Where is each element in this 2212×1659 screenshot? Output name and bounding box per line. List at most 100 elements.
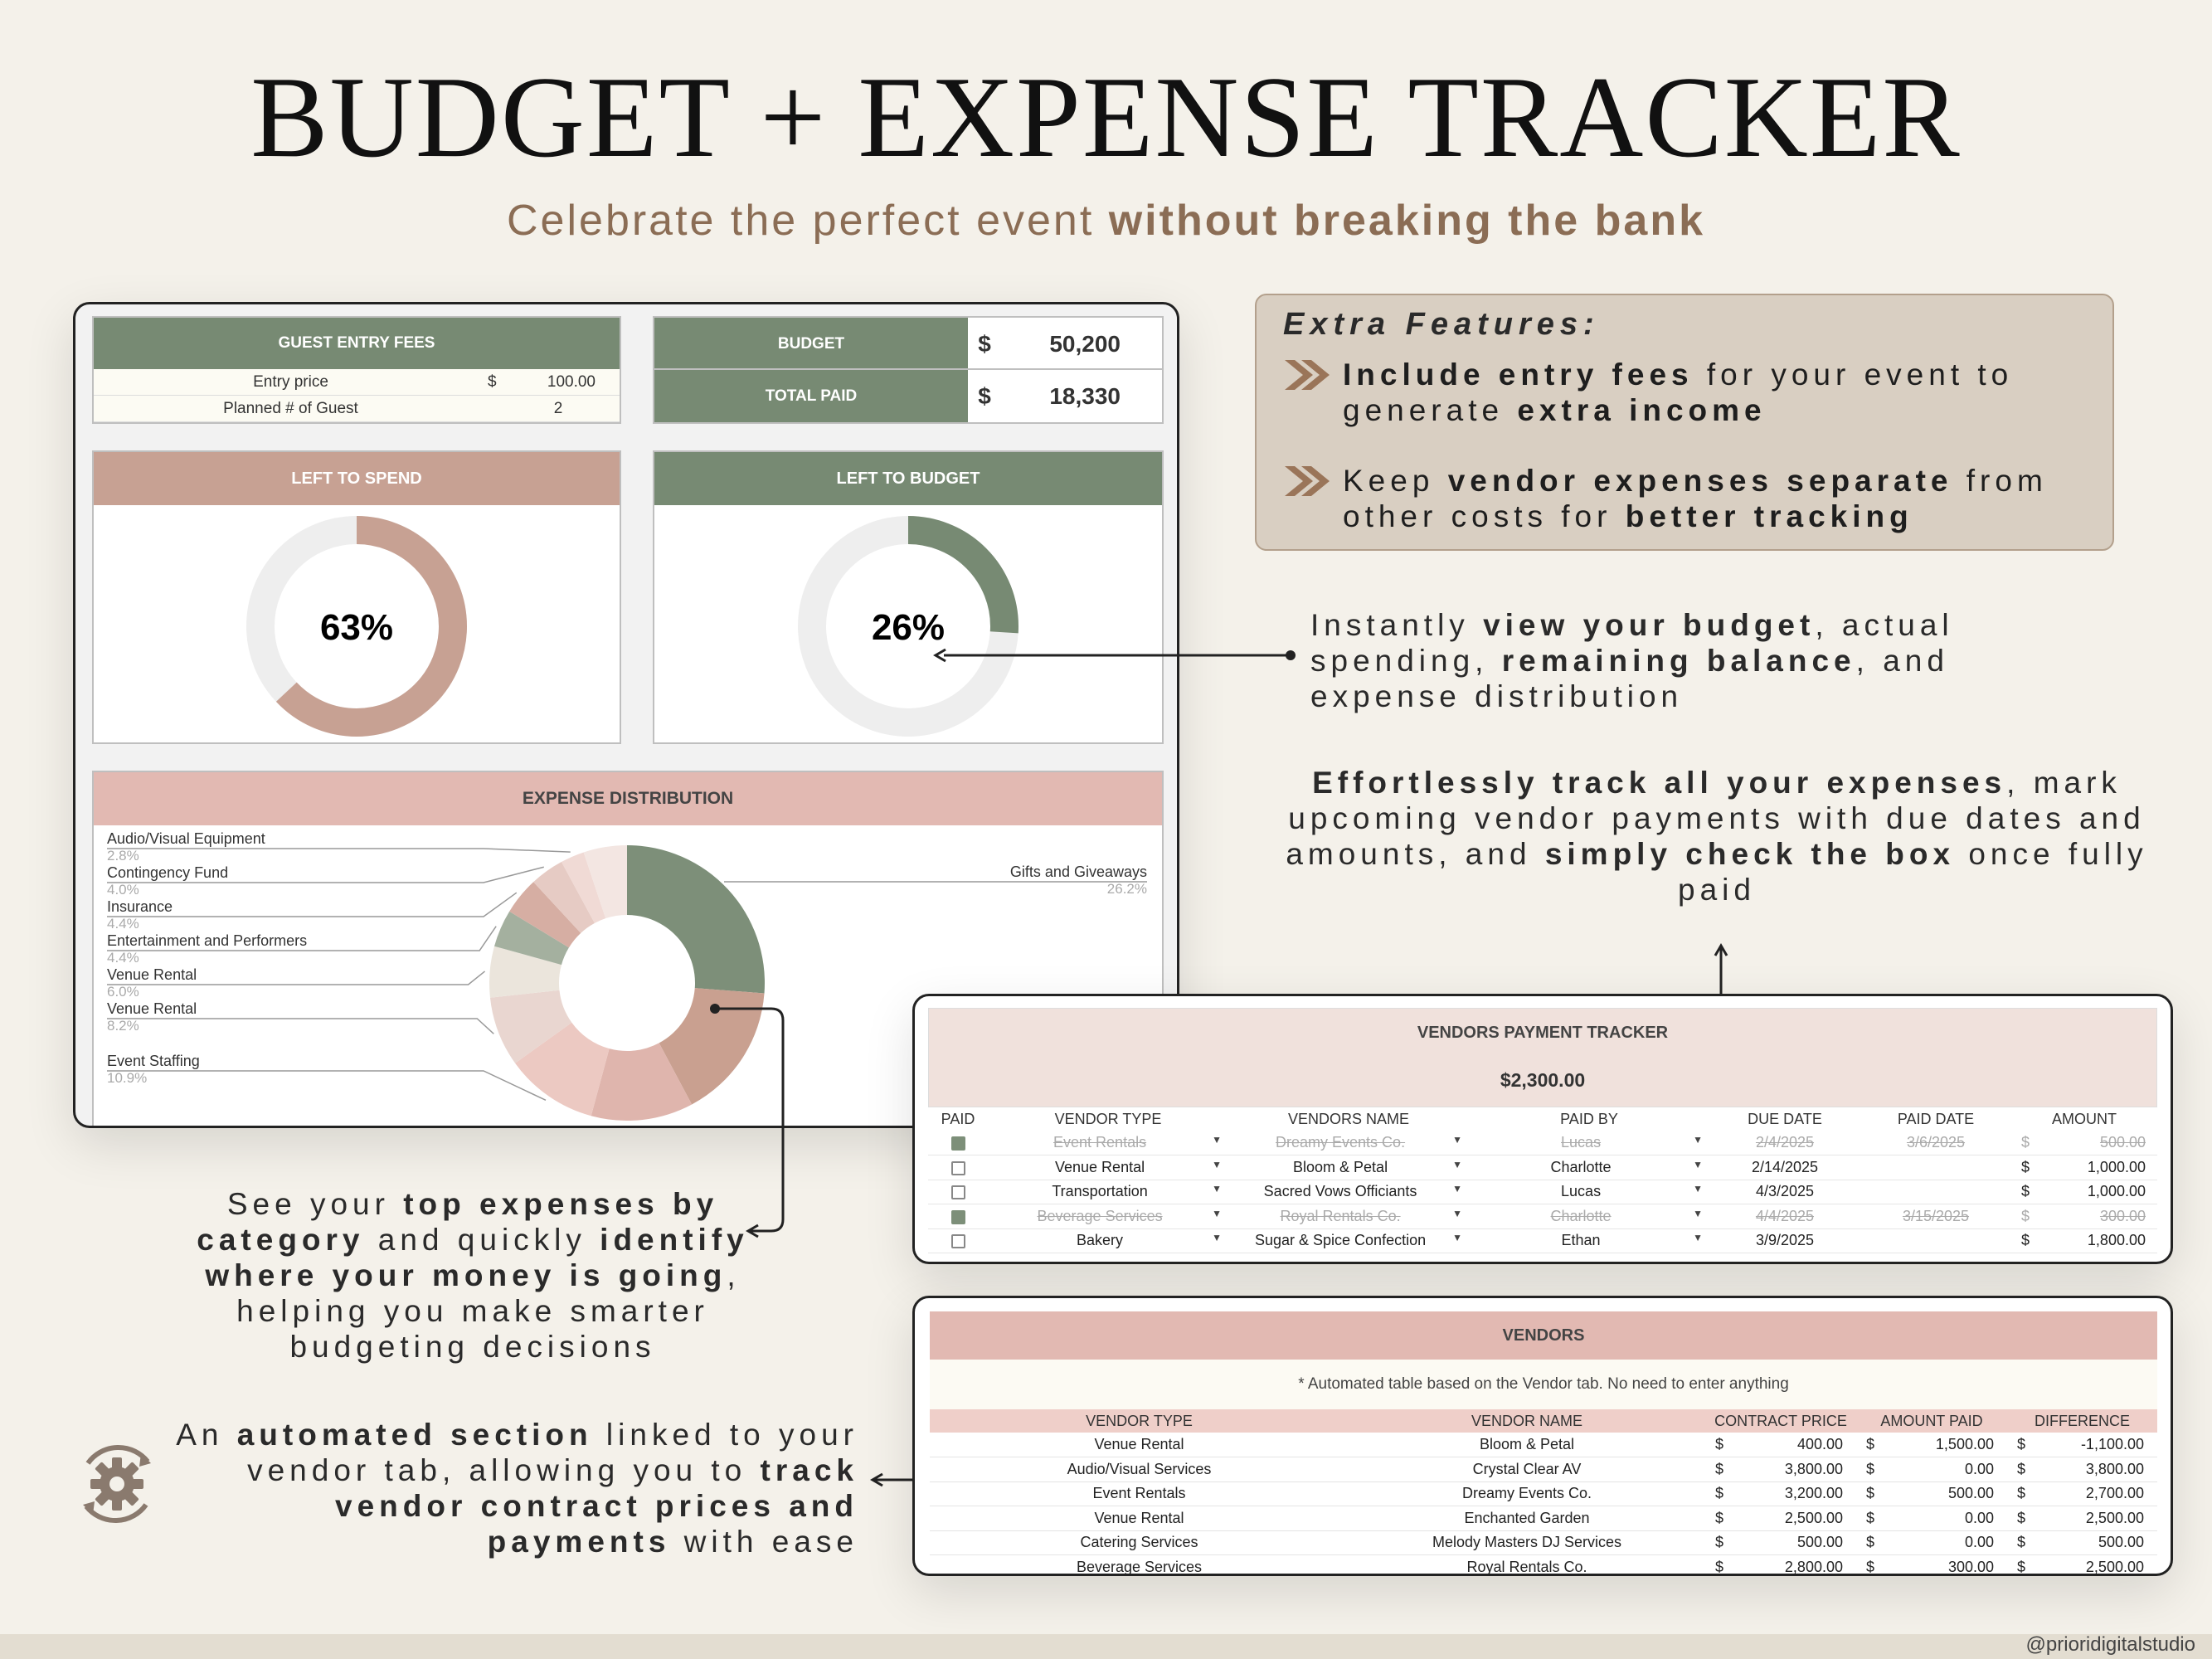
col-vendor-type: VENDOR TYPE <box>1054 1110 1162 1127</box>
currency-symbol: $ <box>1715 1509 1724 1526</box>
plain-text: , helping you make smarter budgeting dec… <box>236 1258 741 1364</box>
dropdown-arrow-icon[interactable]: ▼ <box>1693 1207 1703 1219</box>
payment-tracker-total: $2,300.00 <box>1500 1069 1586 1091</box>
amount-cell[interactable]: 1,800.00 <box>2087 1232 2146 1249</box>
pie-slice <box>489 990 572 1063</box>
paid-date-cell[interactable]: 3/15/2025 <box>1860 1204 2011 1229</box>
vendor-name-cell[interactable]: Sacred Vows Officiants <box>1263 1183 1417 1200</box>
vendor-name-cell[interactable]: Bloom & Petal <box>1293 1158 1388 1175</box>
gear-sync-icon <box>83 1444 151 1524</box>
paid-by-cell[interactable]: Charlotte <box>1550 1207 1612 1224</box>
dropdown-arrow-icon[interactable]: ▼ <box>1452 1158 1462 1170</box>
difference-cell: 3,800.00 <box>2085 1460 2144 1477</box>
paid-date-cell[interactable] <box>1860 1180 2011 1204</box>
paid-by-cell[interactable]: Ethan <box>1561 1232 1601 1249</box>
vendor-type-cell[interactable]: Bakery <box>1077 1232 1124 1249</box>
currency-symbol: $ <box>2017 1509 2026 1526</box>
amount-paid-cell: 0.00 <box>1964 1509 1994 1526</box>
amount-paid-cell: 500.00 <box>1947 1485 1994 1502</box>
due-date-cell[interactable]: 4/4/2025 <box>1709 1204 1860 1229</box>
dropdown-arrow-icon[interactable]: ▼ <box>1212 1232 1222 1244</box>
pie-percent-label: 26.2% <box>1107 881 1147 897</box>
vendor-name-cell: Melody Masters DJ Services <box>1349 1530 1705 1555</box>
amount-paid-cell: 0.00 <box>1964 1460 1994 1477</box>
dropdown-arrow-icon[interactable]: ▼ <box>1693 1158 1703 1170</box>
dropdown-arrow-icon[interactable]: ▼ <box>1693 1134 1703 1146</box>
planned-guests-value[interactable]: 2 <box>553 399 563 417</box>
amount-cell[interactable]: 500.00 <box>2099 1134 2146 1151</box>
currency-symbol: $ <box>1715 1558 1724 1575</box>
paid-checkbox[interactable] <box>950 1160 965 1175</box>
amount-cell[interactable]: 300.00 <box>2099 1207 2146 1224</box>
vendor-type-cell[interactable]: Venue Rental <box>1055 1158 1145 1175</box>
vendors-table: VENDOR TYPE VENDOR NAME CONTRACT PRICE A… <box>930 1409 2157 1575</box>
dropdown-arrow-icon[interactable]: ▼ <box>1452 1183 1462 1195</box>
emphasis-text: extra income <box>1517 393 1767 427</box>
pie-slice <box>659 988 765 1105</box>
due-date-cell[interactable]: 3/9/2025 <box>1709 1228 1860 1253</box>
left-to-spend-arc <box>246 516 467 737</box>
dropdown-arrow-icon[interactable]: ▼ <box>1212 1158 1222 1170</box>
planned-guests-label: Planned # of Guest <box>223 399 358 417</box>
dropdown-arrow-icon[interactable]: ▼ <box>1212 1183 1222 1195</box>
vendor-type-cell[interactable]: Transportation <box>1052 1183 1148 1200</box>
paid-checkbox[interactable] <box>950 1209 965 1224</box>
dropdown-arrow-icon[interactable]: ▼ <box>1452 1232 1462 1244</box>
paid-by-cell[interactable]: Lucas <box>1561 1183 1602 1200</box>
vendor-name-cell[interactable]: Royal Rentals Co. <box>1280 1207 1401 1224</box>
vendor-name-cell[interactable]: Dreamy Events Co. <box>1276 1134 1406 1151</box>
due-date-cell[interactable]: 2/4/2025 <box>1709 1131 1860 1155</box>
paid-checkbox[interactable] <box>950 1185 965 1199</box>
vendors-note: * Automated table based on the Vendor ta… <box>930 1360 2157 1409</box>
dropdown-arrow-icon[interactable]: ▼ <box>1693 1232 1703 1244</box>
total-paid-currency: $ <box>978 383 991 409</box>
vendors-panel: VENDORS * Automated table based on the V… <box>912 1296 2173 1576</box>
due-date-cell[interactable]: 2/14/2025 <box>1709 1155 1860 1180</box>
budget-value[interactable]: 50,200 <box>1049 331 1121 357</box>
col-vendor-name: VENDORS NAME <box>1287 1110 1410 1127</box>
pie-percent-label: 4.4% <box>107 950 139 966</box>
entry-price-value[interactable]: 100.00 <box>547 372 596 391</box>
col-due-date: DUE DATE <box>1748 1110 1822 1127</box>
vendor-type-cell[interactable]: Beverage Services <box>1037 1207 1163 1224</box>
payment-row: Event Rentals ▼ Dreamy Events Co. ▼ Lucas ▼ 2/… <box>928 1131 2157 1155</box>
paid-date-cell[interactable] <box>1860 1155 2011 1180</box>
payment-row: Bakery ▼ Sugar & Spice Confection ▼ Ethan ▼ 3/… <box>928 1228 2157 1253</box>
entry-price-currency: $ <box>488 372 497 391</box>
payment-tracker-table: PAID VENDOR TYPE VENDORS NAME PAID BY DU… <box>928 1107 2157 1253</box>
vendor-type-cell[interactable]: Event Rentals <box>1053 1134 1147 1151</box>
total-paid-row: TOTAL PAID $ 18,330 <box>654 370 1162 422</box>
plain-text: for your event to generate <box>1343 358 2014 427</box>
plain-text: , mark upcoming vendor payments with due… <box>1286 766 2146 871</box>
col-difference: DIFFERENCE <box>2034 1412 2130 1429</box>
pie-slice <box>509 882 581 948</box>
vendor-row: Beverage Services Royal Rentals Co. $2,800… <box>930 1554 2157 1575</box>
dropdown-arrow-icon[interactable]: ▼ <box>1452 1134 1462 1146</box>
extra-features-box: Extra Features: Include entry fees for y… <box>1255 294 2114 551</box>
plain-text: from other costs for <box>1343 464 2048 533</box>
paid-date-cell[interactable]: 3/6/2025 <box>1860 1131 2011 1155</box>
amount-cell[interactable]: 1,000.00 <box>2087 1183 2146 1200</box>
vendor-name-cell[interactable]: Sugar & Spice Confection <box>1254 1232 1427 1249</box>
dropdown-arrow-icon[interactable]: ▼ <box>1212 1207 1222 1219</box>
dropdown-arrow-icon[interactable]: ▼ <box>1693 1183 1703 1195</box>
budget-currency: $ <box>978 331 991 357</box>
amount-currency: $ <box>2021 1158 2030 1175</box>
paid-checkbox[interactable] <box>950 1234 965 1248</box>
pie-leader-line <box>107 866 544 883</box>
paid-checkbox[interactable] <box>950 1136 965 1151</box>
paid-by-cell[interactable]: Lucas <box>1561 1134 1602 1151</box>
paid-date-cell[interactable] <box>1860 1228 2011 1253</box>
due-date-cell[interactable]: 4/3/2025 <box>1709 1180 1860 1204</box>
vendor-type-cell: Venue Rental <box>930 1506 1349 1531</box>
amount-cell[interactable]: 1,000.00 <box>2087 1158 2146 1175</box>
dropdown-arrow-icon[interactable]: ▼ <box>1452 1207 1462 1219</box>
amount-currency: $ <box>2021 1207 2030 1224</box>
currency-symbol: $ <box>1715 1460 1724 1477</box>
callout-automated: An automated section linked to your vend… <box>153 1417 858 1559</box>
paid-by-cell[interactable]: Charlotte <box>1550 1158 1612 1175</box>
emphasis-text: view your budget <box>1483 608 1816 642</box>
dropdown-arrow-icon[interactable]: ▼ <box>1212 1134 1222 1146</box>
currency-symbol: $ <box>2017 1460 2026 1477</box>
